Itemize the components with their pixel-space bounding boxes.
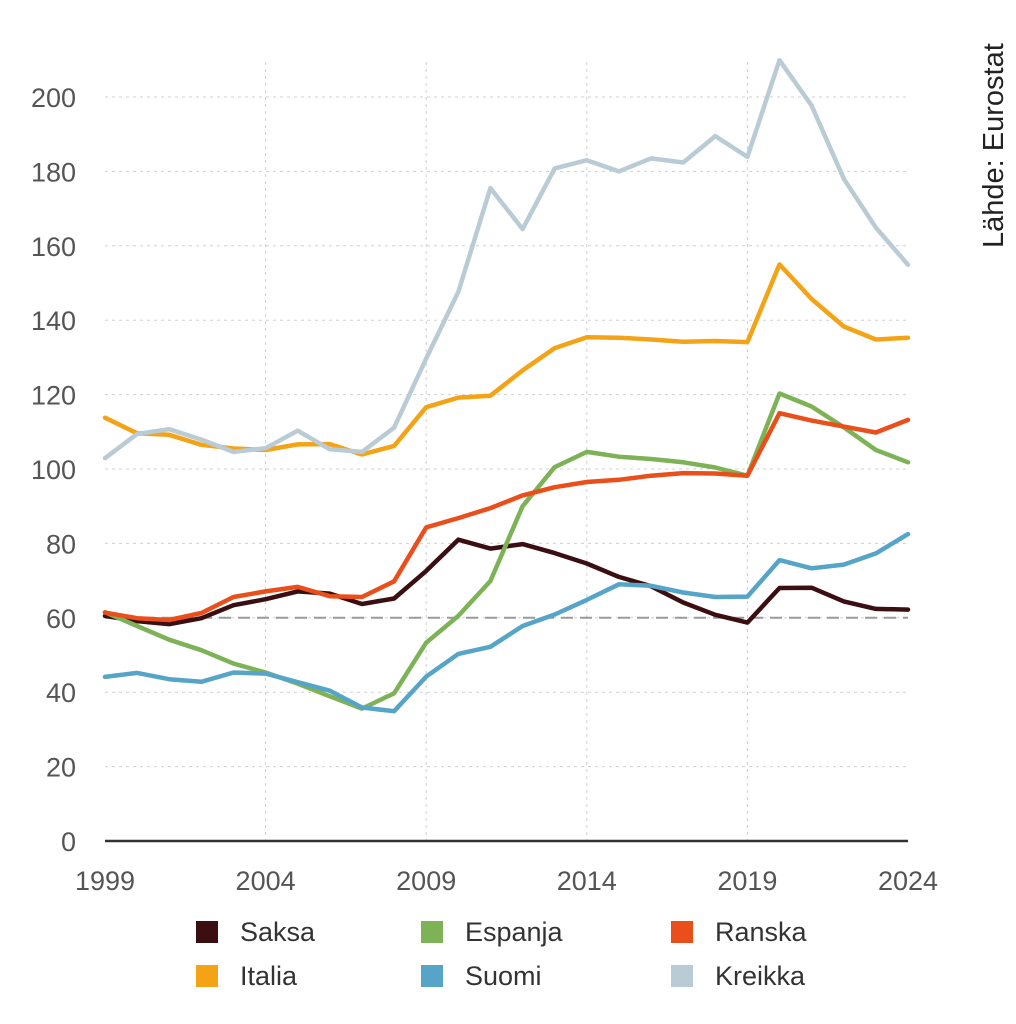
y-tick-label: 100: [31, 455, 76, 485]
legend-swatch: [421, 921, 443, 943]
y-tick-label: 200: [31, 83, 76, 113]
axes: 0 20 40 60 80 100 120 140 160 180 200 1999 2004 2009 2…: [31, 83, 938, 896]
y-tick-label: 0: [61, 827, 76, 857]
legend-label: Ranska: [715, 916, 807, 947]
legend-swatch: [671, 965, 693, 987]
legend-swatch: [421, 965, 443, 987]
legend-item-espanja: Espanja: [421, 915, 671, 949]
series-line-kreikka: [102, 57, 911, 461]
y-tick-label: 80: [46, 529, 76, 559]
y-tick-label: 140: [31, 306, 76, 336]
y-tick-label: 180: [31, 157, 76, 187]
x-tick-label: 2024: [878, 866, 938, 896]
legend-swatch: [671, 921, 693, 943]
x-tick-label: 1999: [75, 866, 135, 896]
legend-item-kreikka: Kreikka: [671, 959, 871, 993]
y-tick-label: 40: [46, 678, 76, 708]
series-line-italia: [102, 262, 911, 457]
legend-label: Suomi: [465, 960, 542, 991]
source-label: Lähde: Eurostat: [978, 43, 1010, 248]
legend-swatch: [196, 965, 218, 987]
series-line-espanja: [102, 391, 911, 711]
series-line-ranska: [102, 410, 911, 623]
legend-label: Espanja: [465, 916, 563, 947]
legend-item-italia: Italia: [196, 959, 421, 993]
grid: [105, 62, 908, 841]
legend-item-saksa: Saksa: [196, 915, 421, 949]
x-tick-label: 2004: [236, 866, 296, 896]
y-tick-label: 60: [46, 604, 76, 634]
series-line-saksa: [102, 537, 911, 627]
legend-item-ranska: Ranska: [671, 915, 871, 949]
x-tick-label: 2014: [557, 866, 617, 896]
legend-label: Kreikka: [715, 960, 806, 991]
y-tick-label: 20: [46, 753, 76, 783]
legend-label: Italia: [240, 960, 298, 991]
legend-label: Saksa: [240, 916, 316, 947]
x-tick-label: 2019: [717, 866, 777, 896]
legend: Saksa Espanja Ranska Italia Suomi Kreikka: [196, 915, 896, 993]
legend-swatch: [196, 921, 218, 943]
plot-area: [102, 57, 911, 714]
series-line-suomi: [102, 531, 911, 714]
y-tick-label: 160: [31, 232, 76, 262]
legend-item-suomi: Suomi: [421, 959, 671, 993]
y-tick-label: 120: [31, 381, 76, 411]
x-tick-label: 2009: [396, 866, 456, 896]
